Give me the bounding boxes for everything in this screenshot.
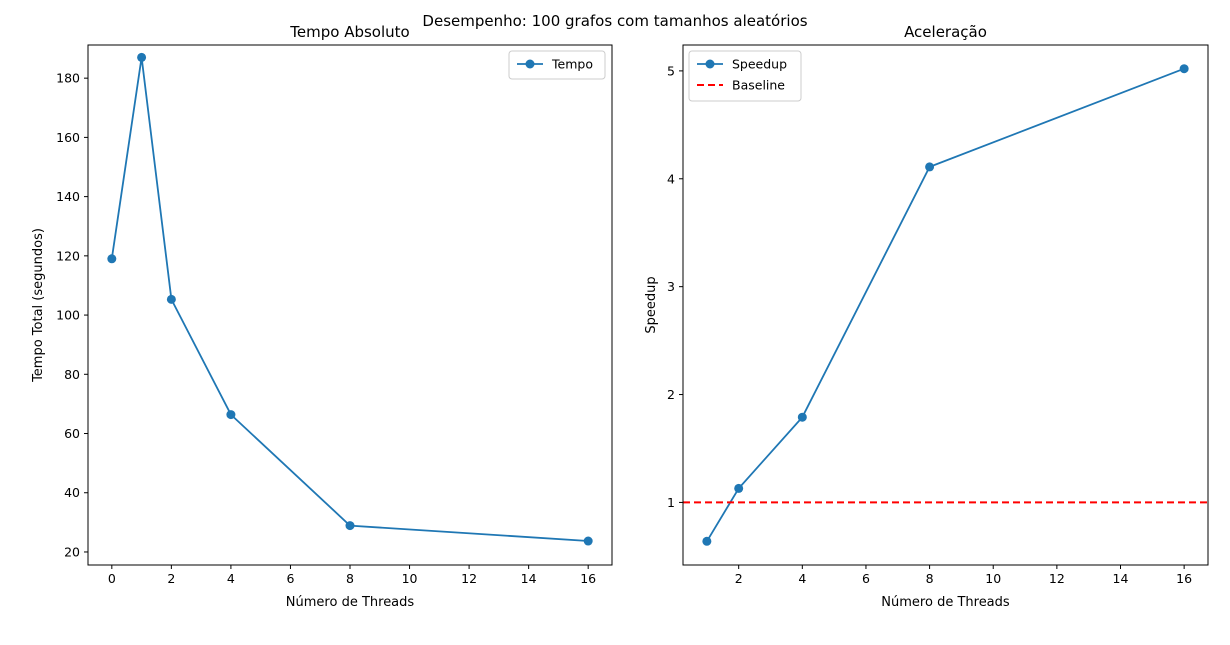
x-tick-label: 2 <box>735 571 743 586</box>
y-tick-label: 3 <box>667 279 675 294</box>
x-tick-label: 4 <box>227 571 235 586</box>
data-point <box>797 412 807 422</box>
plot-area <box>683 45 1208 565</box>
x-tick-label: 4 <box>798 571 806 586</box>
y-tick-label: 20 <box>64 544 80 559</box>
legend-box <box>508 50 606 80</box>
legend-label: Baseline <box>732 78 785 93</box>
legend-marker <box>705 59 715 69</box>
x-tick-label: 0 <box>108 571 116 586</box>
plot-area <box>88 45 612 565</box>
data-point <box>107 254 117 264</box>
y-tick-label: 2 <box>667 387 675 402</box>
data-point <box>1179 64 1189 74</box>
axes-frame <box>87 44 613 566</box>
legend-label: Tempo <box>551 57 593 72</box>
x-tick-label: 6 <box>862 571 870 586</box>
data-point <box>345 521 355 531</box>
x-tick-label: 14 <box>1113 571 1129 586</box>
subplot-1: Tempo Absoluto 0 2 4 6 8 10 12 14 16 20 40 60 80 100 12… <box>31 23 613 610</box>
x-tick-label: 16 <box>1176 571 1192 586</box>
data-point <box>226 410 236 420</box>
x-tick-label: 2 <box>167 571 175 586</box>
data-point <box>583 536 593 546</box>
x-axis-label: Número de Threads <box>881 595 1010 610</box>
legend: Tempo <box>508 50 606 80</box>
x-tick-label: 16 <box>580 571 596 586</box>
x-axis-label: Número de Threads <box>286 595 415 610</box>
y-axis-label: Tempo Total (segundos) <box>31 228 46 383</box>
figure-suptitle: Desempenho: 100 grafos com tamanhos alea… <box>422 12 807 30</box>
y-tick-label: 80 <box>64 367 80 382</box>
y-tick-label: 40 <box>64 485 80 500</box>
y-axis-label: Speedup <box>644 276 659 333</box>
data-point <box>702 536 712 546</box>
y-tick-label: 4 <box>667 171 675 186</box>
y-tick-label: 60 <box>64 426 80 441</box>
legend-label: Speedup <box>732 57 787 72</box>
y-tick-label: 1 <box>667 495 675 510</box>
x-tick-label: 14 <box>521 571 537 586</box>
data-point <box>166 294 176 304</box>
y-tick-label: 180 <box>56 71 80 86</box>
y-tick-label: 120 <box>56 248 80 263</box>
legend: Speedup Baseline <box>688 50 802 102</box>
series-tempo-line <box>110 57 589 542</box>
axes-frame <box>682 44 1209 566</box>
y-tick-label: 5 <box>667 63 675 78</box>
x-tick-label: 6 <box>286 571 294 586</box>
data-point <box>137 52 147 62</box>
x-tick-label: 8 <box>346 571 354 586</box>
x-tick-label: 12 <box>461 571 477 586</box>
y-tick-label: 160 <box>56 130 80 145</box>
x-tick-label: 10 <box>402 571 418 586</box>
x-tick-label: 12 <box>1049 571 1065 586</box>
y-tick-label: 100 <box>56 308 80 323</box>
x-tick-label: 8 <box>926 571 934 586</box>
subplot-title: Aceleração <box>904 23 987 41</box>
y-tick-label: 140 <box>56 189 80 204</box>
data-point <box>734 483 744 493</box>
subplot-title: Tempo Absoluto <box>289 23 409 41</box>
x-tick-label: 10 <box>985 571 1001 586</box>
data-point <box>925 162 935 172</box>
legend-marker <box>525 59 535 69</box>
